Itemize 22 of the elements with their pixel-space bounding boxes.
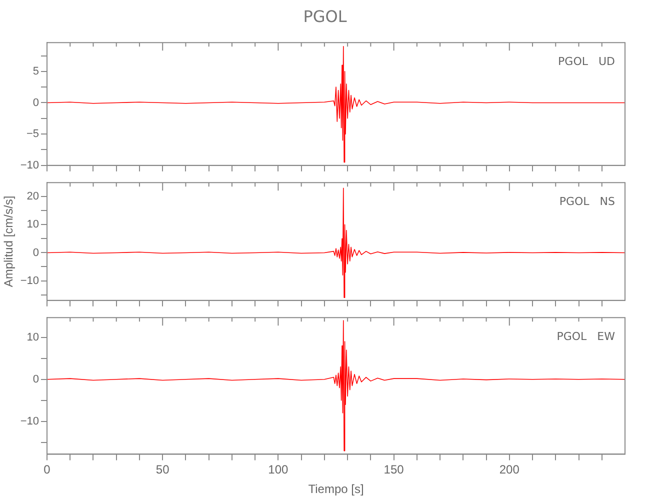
y-tick-label: 0	[32, 246, 39, 259]
y-tick-label: 20	[26, 190, 39, 203]
annotation: PGOL NS	[559, 194, 616, 208]
y-tick-label: −10	[20, 159, 39, 172]
y-tick-label: 10	[26, 218, 39, 231]
chart-title: PGOL	[302, 6, 348, 28]
y-tick-label: 0	[32, 96, 39, 109]
annotation: PGOL UD	[558, 54, 615, 68]
x-tick-label: 150	[384, 462, 404, 477]
y-tick-label: −10	[20, 415, 39, 428]
y-axis-title: Amplitud [cm/s/s]	[2, 196, 16, 288]
y-tick-label: 5	[32, 65, 39, 78]
x-tick-label: 200	[499, 462, 520, 477]
y-tick-label: −10	[20, 274, 39, 287]
x-tick-label: 0	[44, 462, 51, 477]
x-tick-label: 50	[156, 462, 170, 477]
y-tick-label: −5	[26, 128, 39, 140]
annotation: PGOL EW	[556, 330, 616, 343]
y-tick-label: 0	[32, 373, 39, 386]
x-tick-label: 100	[268, 462, 289, 477]
x-axis-title: Tiempo [s]	[308, 482, 364, 496]
y-tick-label: 10	[26, 331, 39, 344]
